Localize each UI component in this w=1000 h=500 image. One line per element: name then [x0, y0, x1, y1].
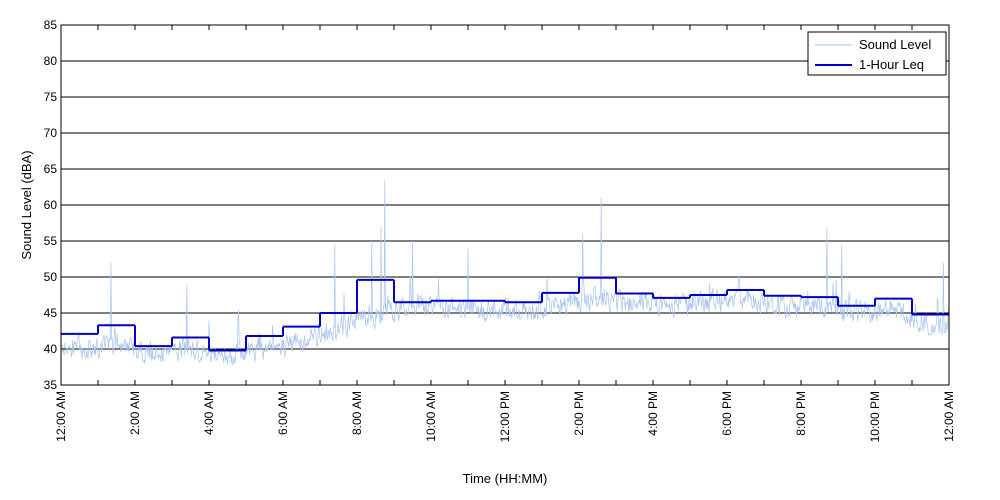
y-tick-label: 65	[44, 162, 58, 176]
x-tick-label: 4:00 AM	[202, 391, 216, 435]
x-tick-label: 6:00 PM	[720, 391, 734, 436]
legend: Sound Level 1-Hour Leq	[807, 31, 947, 76]
x-tick-label: 2:00 AM	[128, 391, 142, 435]
y-tick-label: 55	[44, 234, 58, 248]
y-tick-label: 35	[44, 378, 58, 392]
x-tick-label: 12:00 AM	[942, 391, 956, 442]
legend-label-leq: 1-Hour Leq	[859, 57, 924, 72]
y-tick-label: 85	[44, 18, 58, 32]
x-tick-label: 12:00 AM	[54, 391, 68, 442]
y-axis-ticks: 35 40 45 50 55 60 65 70 75 80 85	[44, 18, 949, 392]
y-tick-label: 70	[44, 126, 58, 140]
leq-series	[61, 276, 949, 352]
y-tick-label: 50	[44, 270, 58, 284]
x-tick-label: 10:00 PM	[868, 391, 882, 442]
y-axis-label: Sound Level (dBA)	[19, 150, 34, 259]
legend-box	[807, 31, 947, 76]
x-axis-label: Time (HH:MM)	[463, 471, 548, 486]
y-tick-label: 80	[44, 54, 58, 68]
x-axis-ticks: 12:00 AM 2:00 AM 4:00 AM 6:00 AM 8:00 AM 10:0…	[54, 25, 956, 442]
y-tick-label: 40	[44, 342, 58, 356]
x-tick-label: 10:00 AM	[424, 391, 438, 442]
x-tick-label: 4:00 PM	[646, 391, 660, 436]
x-tick-label: 2:00 PM	[572, 391, 586, 436]
x-tick-label: 8:00 PM	[794, 391, 808, 436]
x-tick-label: 12:00 PM	[498, 391, 512, 442]
legend-label-sound-level: Sound Level	[859, 37, 931, 52]
x-tick-label: 8:00 AM	[350, 391, 364, 435]
y-tick-label: 45	[44, 306, 58, 320]
y-tick-label: 75	[44, 90, 58, 104]
y-tick-label: 60	[44, 198, 58, 212]
x-tick-label: 6:00 AM	[276, 391, 290, 435]
